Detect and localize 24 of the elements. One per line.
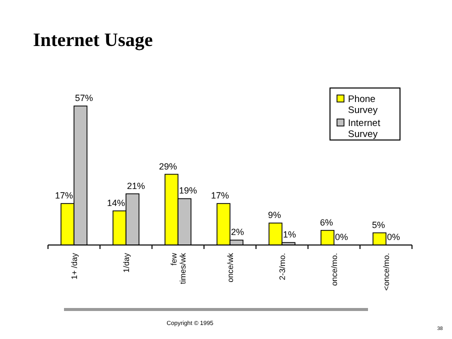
data-label: 6% xyxy=(320,217,333,228)
data-label: 2% xyxy=(231,227,244,238)
x-tick-label: 2-3/mo. xyxy=(278,253,287,280)
data-label: 5% xyxy=(372,220,385,230)
data-label: 0% xyxy=(387,232,400,242)
data-label: 21% xyxy=(127,180,146,191)
data-label: 57% xyxy=(75,93,94,103)
data-label: 17% xyxy=(210,190,229,201)
data-label: 9% xyxy=(268,210,281,220)
data-label: 0% xyxy=(335,232,348,242)
x-tick-label: 1/day xyxy=(122,253,131,273)
x-tick-label: few times/wk xyxy=(170,252,188,284)
x-tick-label: <once/mo. xyxy=(382,253,391,291)
legend-label: Internet Survey xyxy=(348,118,381,140)
data-label: 19% xyxy=(179,186,198,196)
chart-title: Internet Usage xyxy=(33,30,153,51)
data-label: 29% xyxy=(158,161,177,172)
x-tick-label: once/mo. xyxy=(330,253,339,286)
data-label: 1% xyxy=(283,230,296,240)
legend-label: Phone Survey xyxy=(348,94,378,116)
x-tick-label: 1+ /day xyxy=(70,253,79,280)
data-label: 14% xyxy=(106,198,125,208)
data-label: 17% xyxy=(54,190,73,201)
x-tick-label: once/wk xyxy=(226,252,235,282)
